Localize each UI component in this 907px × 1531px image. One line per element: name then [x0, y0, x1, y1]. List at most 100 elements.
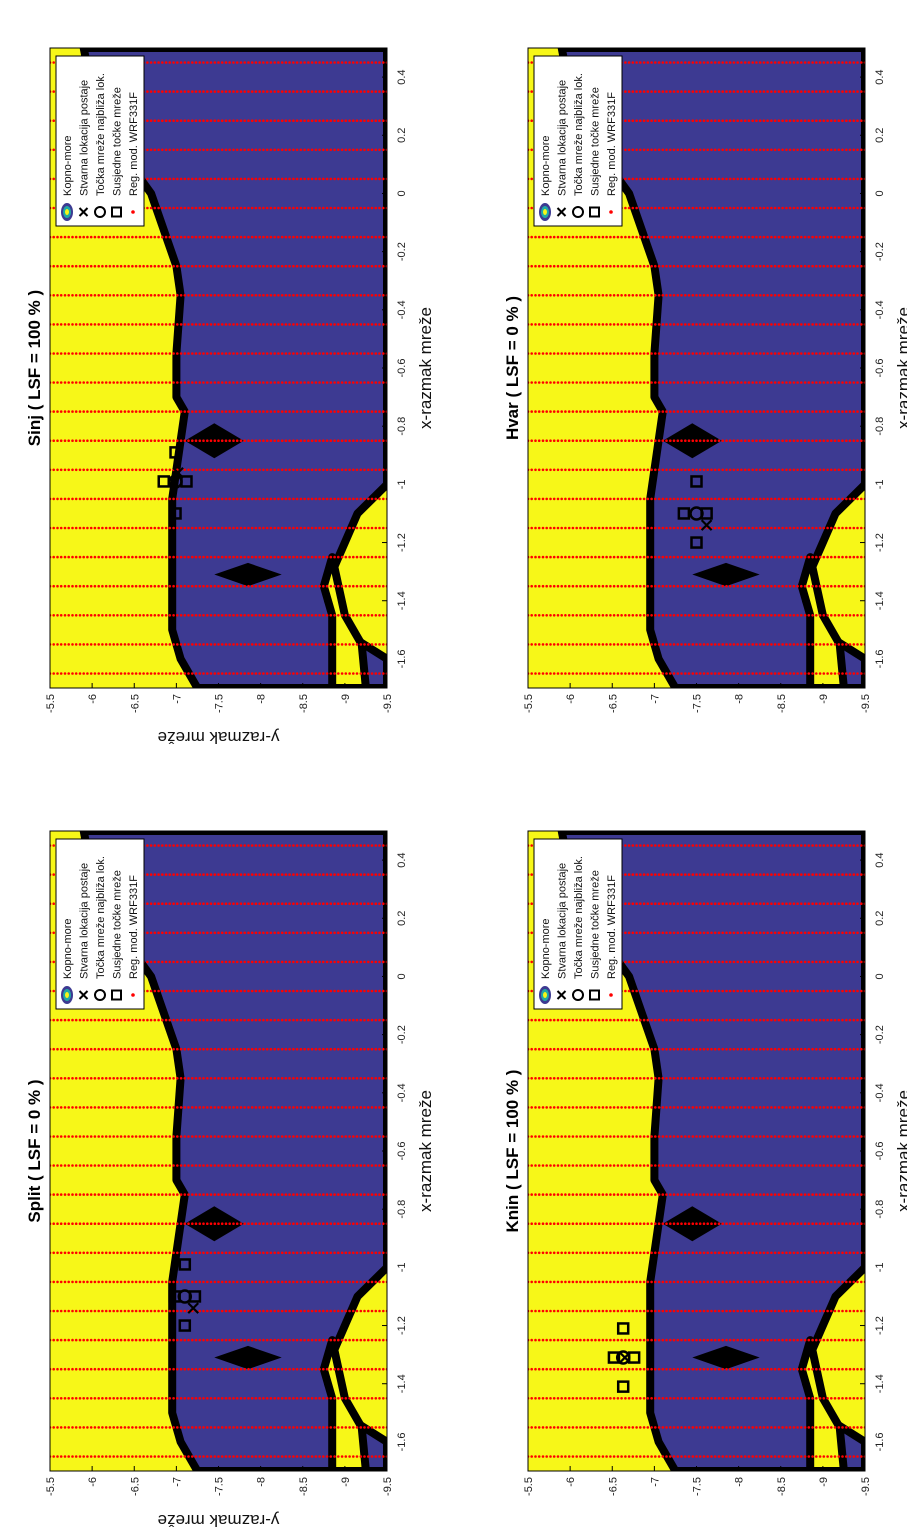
grid-point	[355, 1251, 359, 1255]
grid-point	[672, 1338, 676, 1342]
grid-point	[845, 931, 848, 935]
grid-point	[597, 497, 601, 501]
grid-point	[295, 1367, 299, 1371]
grid-point	[552, 613, 556, 617]
grid-point	[807, 1106, 811, 1109]
grid-point	[552, 1135, 556, 1138]
grid-point	[138, 1222, 142, 1225]
grid-point	[743, 1397, 747, 1400]
grid-point	[627, 1164, 631, 1167]
grid-point	[860, 1164, 863, 1167]
grid-point	[310, 1106, 314, 1109]
grid-point	[792, 1193, 796, 1196]
grid-point	[307, 1367, 310, 1371]
grid-point	[811, 873, 814, 876]
grid-point	[112, 1164, 115, 1167]
grid-point	[213, 1455, 217, 1458]
x-tick-label: -1.6	[874, 1432, 886, 1451]
grid-point	[258, 844, 262, 847]
grid-point	[198, 1309, 202, 1313]
grid-point	[669, 1047, 672, 1051]
grid-point	[833, 1455, 837, 1458]
grid-point	[811, 410, 814, 413]
grid-point	[721, 1455, 725, 1458]
grid-point	[665, 555, 668, 559]
grid-point	[721, 1367, 725, 1371]
grid-point	[725, 1047, 728, 1051]
grid-point	[530, 1309, 534, 1313]
grid-point	[194, 1280, 198, 1284]
grid-point	[698, 613, 702, 617]
grid-point	[661, 555, 665, 559]
grid-point	[582, 1338, 586, 1342]
grid-point	[710, 1251, 713, 1255]
grid-point	[378, 1367, 381, 1371]
grid-point	[549, 1222, 552, 1225]
grid-point	[168, 931, 172, 935]
grid-point	[571, 1367, 575, 1371]
grid-point	[530, 613, 534, 617]
grid-point	[142, 1280, 145, 1284]
grid-point	[781, 1193, 784, 1196]
grid-point	[728, 672, 732, 675]
grid-point	[706, 1455, 710, 1458]
grid-point	[194, 989, 198, 993]
grid-point	[594, 1193, 597, 1196]
grid-point	[228, 960, 231, 964]
grid-point	[747, 468, 751, 472]
grid-point	[329, 1455, 333, 1458]
grid-point	[378, 1251, 381, 1255]
grid-point	[863, 439, 865, 442]
grid-point	[803, 989, 807, 993]
grid-point	[575, 1222, 579, 1225]
grid-point	[672, 1397, 676, 1400]
grid-point	[575, 1076, 579, 1080]
grid-point	[284, 844, 288, 847]
grid-point	[108, 1135, 112, 1138]
grid-point	[680, 468, 683, 472]
grid-point	[597, 1018, 601, 1022]
grid-point	[695, 1338, 698, 1342]
grid-point	[131, 1309, 134, 1313]
grid-point	[597, 1338, 601, 1342]
grid-point	[852, 1018, 856, 1022]
grid-point	[635, 1076, 638, 1080]
grid-point	[650, 1047, 653, 1051]
grid-point	[620, 1367, 623, 1371]
grid-point	[59, 1426, 63, 1429]
grid-point	[172, 1047, 175, 1051]
grid-point	[676, 1047, 680, 1051]
grid-point	[815, 1455, 818, 1458]
grid-point	[777, 497, 781, 501]
grid-point	[852, 497, 856, 501]
grid-point	[359, 1222, 363, 1225]
grid-point	[552, 1338, 556, 1342]
grid-point	[97, 1309, 100, 1313]
grid-point	[101, 1164, 104, 1167]
grid-point	[560, 1106, 564, 1109]
grid-point	[86, 1338, 89, 1342]
grid-point	[845, 1280, 848, 1284]
grid-point	[762, 1426, 766, 1429]
square-marker-icon	[589, 989, 600, 1001]
grid-point	[863, 410, 865, 413]
grid-point	[239, 1251, 243, 1255]
grid-point	[385, 873, 387, 876]
grid-point	[89, 1367, 93, 1371]
grid-point	[549, 497, 552, 501]
grid-point	[646, 1309, 650, 1313]
grid-point	[367, 873, 370, 876]
grid-point	[247, 844, 250, 847]
grid-point	[706, 1106, 710, 1109]
grid-point	[669, 1164, 672, 1167]
grid-point	[206, 1367, 209, 1371]
grid-point	[624, 1455, 627, 1458]
grid-point	[228, 1280, 231, 1284]
grid-point	[367, 1455, 370, 1458]
grid-point	[841, 1135, 844, 1138]
grid-point	[265, 1251, 269, 1255]
grid-point	[680, 1367, 683, 1371]
grid-point	[669, 1251, 672, 1255]
grid-point	[695, 1135, 698, 1138]
grid-point	[657, 643, 661, 646]
